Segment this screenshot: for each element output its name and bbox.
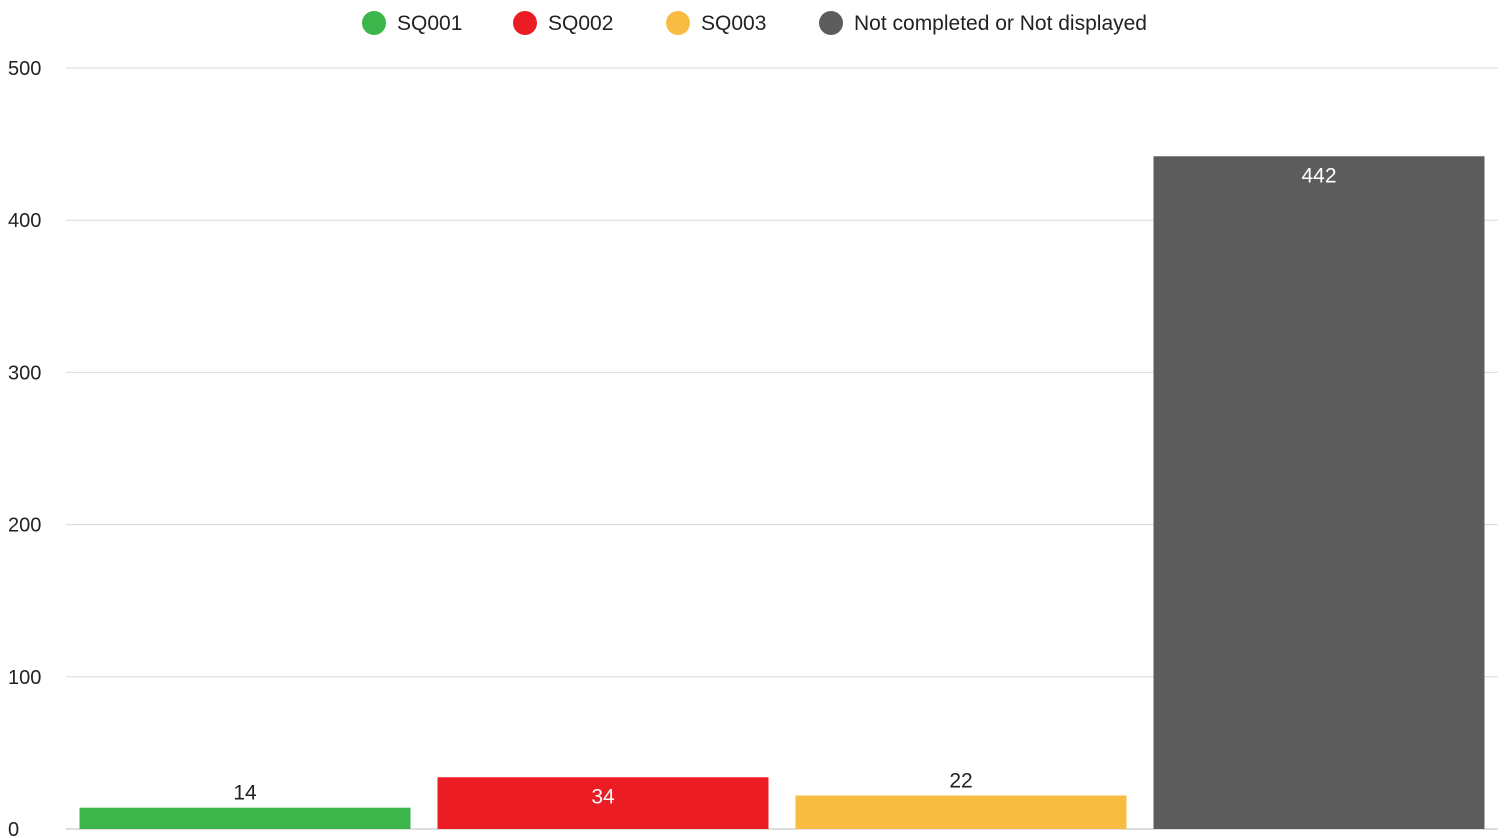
legend: SQ001 SQ002 SQ003 Not completed or Not disp… [362, 11, 1147, 35]
legend-label-1: SQ001 [397, 12, 462, 35]
y-tick-label-400: 400 [8, 210, 41, 232]
y-tick-label-500: 500 [8, 58, 41, 80]
legend-label-4: Not completed or Not displayed [854, 12, 1147, 35]
data-label-4: 442 [1301, 164, 1336, 187]
data-label-1: 14 [233, 782, 257, 805]
bar-1 [79, 807, 411, 829]
y-tick-label-100: 100 [8, 667, 41, 689]
data-labels: 14 34 22 442 [233, 164, 1336, 808]
bar-2 [437, 777, 769, 829]
y-tick-label-0: 0 [8, 819, 19, 838]
bar-4 [1153, 156, 1485, 829]
legend-label-2: SQ002 [548, 12, 613, 35]
y-axis-ticks: 0 100 200 300 400 500 [8, 58, 41, 838]
data-label-2: 34 [591, 785, 615, 808]
legend-label-3: SQ003 [701, 12, 766, 35]
legend-swatch-4 [819, 11, 843, 35]
data-label-3: 22 [949, 770, 972, 793]
bar-3 [795, 795, 1127, 829]
bars [79, 156, 1485, 829]
y-tick-label-300: 300 [8, 362, 41, 384]
legend-swatch-1 [362, 11, 386, 35]
y-tick-label-200: 200 [8, 515, 41, 537]
legend-swatch-3 [666, 11, 690, 35]
legend-swatch-2 [513, 11, 537, 35]
